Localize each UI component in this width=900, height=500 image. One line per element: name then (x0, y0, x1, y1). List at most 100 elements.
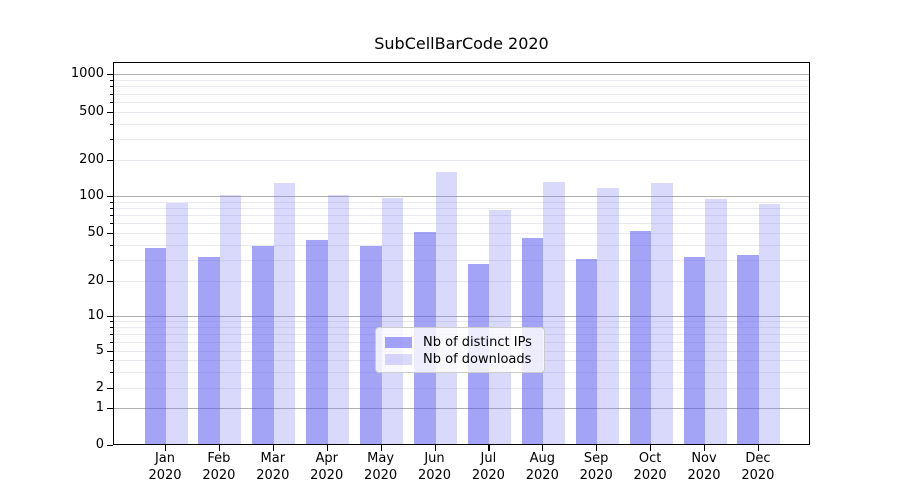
x-tick-year: 2020 (202, 467, 236, 483)
legend-swatch-icon (385, 354, 412, 365)
legend-series-label: Nb of distinct IPs (423, 335, 532, 350)
x-axis-tick-mark (704, 445, 706, 451)
y-axis-tick-mark (107, 160, 113, 162)
y-axis-minor-tick-mark (110, 102, 113, 103)
y-axis-tick-mark (107, 112, 113, 114)
x-axis-tick-label: Jul 2020 (446, 451, 530, 484)
y-gridline-minor (114, 321, 809, 323)
x-tick-year: 2020 (256, 467, 290, 483)
x-tick-year: 2020 (741, 467, 775, 483)
y-axis-tick-mark (107, 196, 113, 198)
y-gridline-minor (114, 93, 809, 95)
x-tick-month: Jan (154, 451, 176, 466)
y-gridline-minor (114, 123, 809, 125)
x-tick-month: Aug (529, 451, 555, 466)
bar-distinct-ips-nov (683, 257, 705, 444)
bar-downloads-aug (543, 181, 565, 444)
bar-distinct-ips-dec (737, 255, 759, 444)
y-axis-minor-tick-mark (110, 215, 113, 217)
bar-distinct-ips-oct (629, 230, 652, 444)
y-axis-minor-tick-mark (110, 86, 113, 88)
x-tick-year: 2020 (579, 467, 613, 483)
bar-distinct-ips-jan (144, 247, 166, 444)
x-tick-month: May (367, 451, 395, 466)
x-axis-tick-label: May 2020 (339, 451, 423, 484)
x-tick-year: 2020 (633, 467, 667, 483)
y-axis-tick-label: 1000 (70, 66, 104, 81)
bar-downloads-apr (327, 194, 350, 444)
y-axis-minor-tick-mark (110, 334, 113, 335)
y-axis-tick-mark (107, 281, 113, 283)
y-axis-tick-label: 1 (95, 400, 104, 415)
x-tick-year: 2020 (364, 467, 398, 483)
x-tick-year: 2020 (687, 467, 721, 483)
bar-downloads-jun (435, 172, 457, 444)
y-gridline-minor (114, 112, 809, 113)
x-tick-month: Sep (583, 451, 609, 466)
y-axis-minor-tick-mark (110, 123, 113, 125)
y-gridline-minor (114, 233, 809, 234)
x-tick-month: Jun (424, 451, 445, 466)
y-axis-minor-tick-mark (110, 321, 113, 323)
bar-downloads-sep (597, 187, 619, 444)
chart-title: SubCellBarCode 2020 (374, 34, 549, 53)
bar-distinct-ips-may (360, 246, 382, 444)
y-axis-minor-tick-mark (110, 79, 113, 81)
y-axis-tick-mark (107, 316, 113, 318)
x-tick-year: 2020 (417, 467, 452, 483)
x-axis-tick-label: Dec 2020 (716, 451, 800, 484)
y-axis-minor-tick-mark (110, 341, 113, 343)
x-tick-month: Jul (480, 451, 497, 466)
bar-downloads-may (381, 198, 404, 444)
x-axis-tick-label: Mar 2020 (231, 451, 315, 484)
y-axis-tick-mark (107, 388, 113, 390)
x-axis-tick-mark (272, 445, 274, 451)
y-gridline-minor (114, 102, 809, 103)
x-tick-month: Dec (745, 451, 771, 466)
y-axis-tick-label: 100 (79, 188, 104, 203)
x-tick-year: 2020 (310, 467, 344, 483)
x-tick-month: Nov (691, 451, 717, 466)
y-axis-tick-label: 2 (95, 380, 104, 395)
x-axis-tick-label: Jun 2020 (393, 451, 477, 484)
x-axis-tick-label: Feb 2020 (177, 451, 261, 484)
x-axis-tick-mark (488, 445, 490, 451)
bar-distinct-ips-feb (198, 257, 220, 444)
y-gridline-minor (114, 388, 809, 389)
x-axis-tick-mark (165, 445, 167, 451)
x-axis-tick-label: Nov 2020 (662, 451, 746, 484)
y-gridline-major (114, 74, 809, 75)
x-tick-month: Apr (315, 451, 338, 466)
y-axis-minor-tick-mark (110, 244, 113, 246)
y-axis-tick-label: 10 (87, 308, 104, 323)
bar-downloads-mar (273, 183, 296, 444)
y-axis-minor-tick-mark (110, 327, 113, 329)
bar-downloads-nov (705, 198, 727, 444)
legend-swatch-icon (385, 337, 412, 348)
y-axis-tick-mark (107, 445, 113, 447)
bar-downloads-jan (166, 203, 188, 444)
y-axis-minor-tick-mark (110, 138, 113, 140)
x-axis-tick-mark (326, 445, 328, 451)
y-gridline-minor (114, 259, 809, 261)
x-axis-tick-label: Apr 2020 (285, 451, 369, 484)
y-gridline-minor (114, 79, 809, 81)
x-axis-tick-label: Oct 2020 (608, 451, 692, 484)
x-tick-year: 2020 (525, 467, 559, 483)
y-axis-tick-label: 500 (79, 104, 104, 119)
x-axis-tick-label: Aug 2020 (500, 451, 584, 484)
bar-downloads-oct (651, 182, 673, 444)
y-axis-minor-tick-mark (110, 259, 113, 261)
y-gridline-major (114, 196, 809, 197)
y-axis-minor-tick-mark (110, 207, 113, 209)
y-gridline-minor (114, 86, 809, 88)
legend-series-label: Nb of downloads (423, 352, 532, 367)
y-axis-minor-tick-mark (110, 223, 113, 225)
y-axis-tick-mark (107, 74, 113, 76)
y-axis-minor-tick-mark (110, 93, 113, 95)
y-gridline-minor (114, 281, 809, 282)
x-tick-year: 2020 (471, 467, 505, 483)
bar-downloads-feb (219, 194, 242, 444)
x-axis-tick-label: Sep 2020 (554, 451, 638, 484)
